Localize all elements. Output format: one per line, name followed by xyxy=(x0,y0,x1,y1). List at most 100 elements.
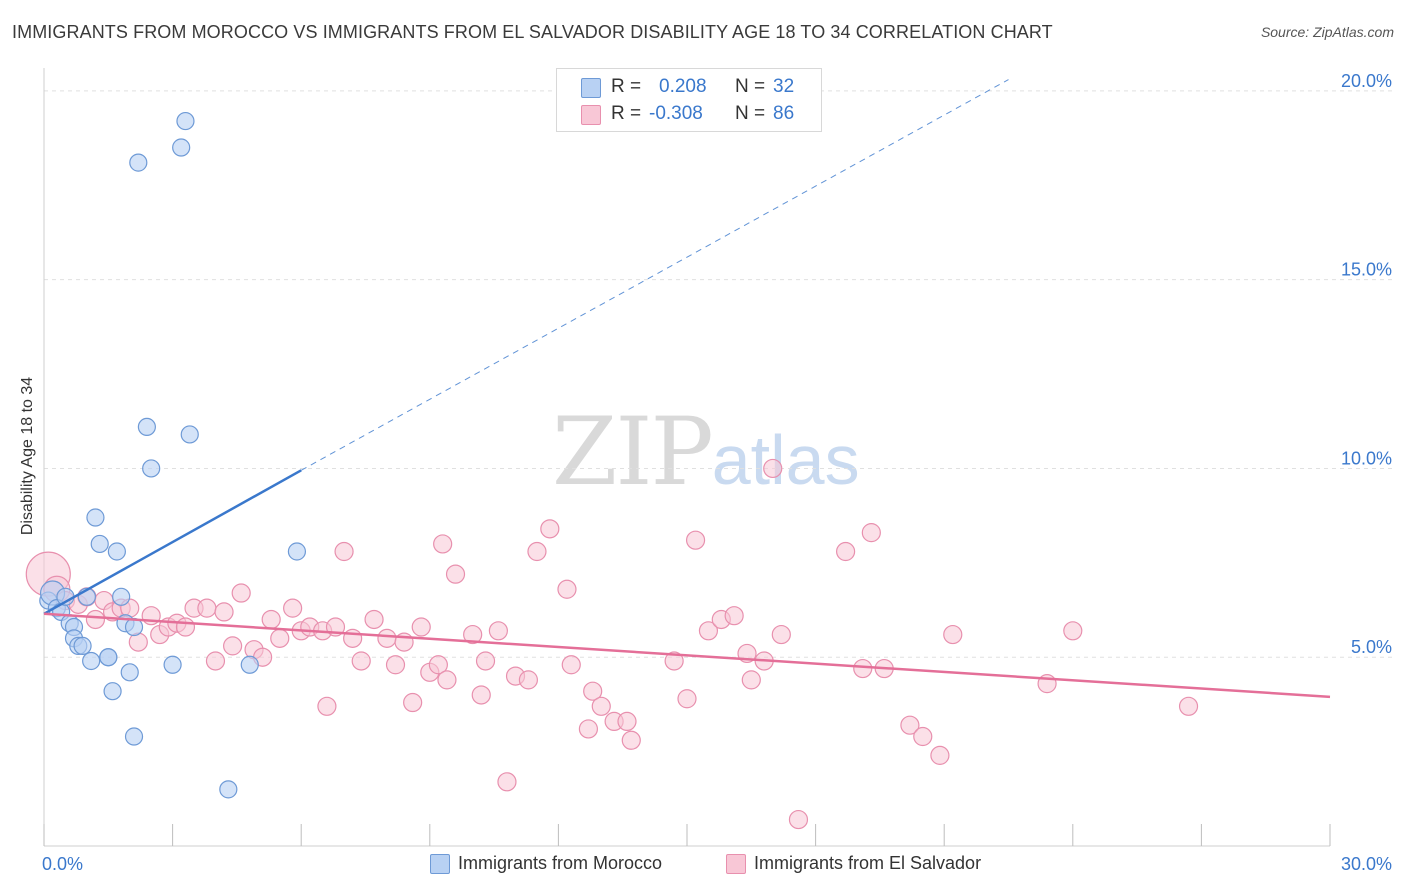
trend-lines xyxy=(43,79,1331,699)
el-salvador-point xyxy=(433,534,453,554)
morocco-point xyxy=(124,727,144,746)
source-attribution: Source: ZipAtlas.com xyxy=(1260,24,1394,40)
el-salvador-point xyxy=(214,602,234,622)
el-salvador-point xyxy=(771,624,791,645)
el-salvador-point xyxy=(861,523,881,543)
el-salvador-point xyxy=(223,636,243,656)
el-salvador-point xyxy=(334,541,354,562)
el-salvador-n-value: 86 xyxy=(773,103,795,124)
el-salvador-point xyxy=(471,685,491,705)
morocco-trend-extension xyxy=(300,79,1009,471)
morocco-point xyxy=(82,651,101,671)
morocco-point xyxy=(90,534,109,554)
el-salvador-point xyxy=(317,696,337,716)
el-salvador-point xyxy=(664,651,684,671)
morocco-points xyxy=(39,111,307,799)
y-tick-label-20: 20.0% xyxy=(1341,71,1392,91)
el-salvador-point xyxy=(677,689,697,709)
el-salvador-point xyxy=(463,624,483,645)
morocco-point xyxy=(172,138,191,157)
el-salvador-point xyxy=(175,617,196,637)
el-salvador-point xyxy=(913,726,933,747)
el-salvador-point xyxy=(1178,696,1199,716)
morocco-point xyxy=(176,111,195,131)
morocco-point xyxy=(120,663,139,682)
el-salvador-point xyxy=(343,628,363,648)
el-salvador-swatch xyxy=(581,105,601,125)
morocco-point xyxy=(86,508,105,527)
el-salvador-point xyxy=(261,609,281,630)
el-salvador-point xyxy=(943,624,963,645)
el-salvador-n-label: N = xyxy=(735,103,766,124)
morocco-point xyxy=(73,636,92,655)
el-salvador-point xyxy=(557,579,577,599)
morocco-point xyxy=(112,587,131,606)
el-salvador-point xyxy=(591,696,611,716)
el-salvador-point xyxy=(836,541,856,562)
el-salvador-point xyxy=(351,651,371,671)
morocco-point xyxy=(287,542,307,561)
morocco-point xyxy=(103,682,122,701)
morocco-r-label: R = xyxy=(611,76,642,97)
el-salvador-point xyxy=(231,583,251,603)
el-salvador-point xyxy=(488,621,508,641)
el-salvador-point xyxy=(900,715,920,735)
morocco-r-value: 0.208 xyxy=(659,76,707,97)
watermark-atlas: atlas xyxy=(711,421,860,499)
el-salvador-r-value: -0.308 xyxy=(649,103,703,124)
el-salvador-point xyxy=(621,730,641,750)
el-salvador-point xyxy=(411,617,431,637)
el-salvador-point xyxy=(437,670,457,690)
el-salvador-point xyxy=(763,458,783,479)
el-salvador-point xyxy=(617,711,637,732)
morocco-n-value: 32 xyxy=(773,76,795,97)
el-salvador-point xyxy=(685,530,706,550)
el-salvador-r-label: R = xyxy=(611,103,642,124)
el-salvador-point xyxy=(377,628,397,648)
morocco-point xyxy=(137,417,156,437)
el-salvador-point xyxy=(540,519,560,539)
morocco-point xyxy=(99,648,118,667)
morocco-point xyxy=(163,655,182,674)
tick-labels: 5.0% 10.0% 15.0% 20.0% 0.0% 30.0% xyxy=(42,71,1392,874)
el-salvador-point xyxy=(527,541,547,562)
axes xyxy=(43,68,1331,847)
watermark: ZIPatlas xyxy=(552,405,860,500)
morocco-point xyxy=(107,542,126,561)
el-salvador-point xyxy=(853,658,873,679)
x-tick-label-0: 0.0% xyxy=(42,854,83,874)
grid-lines xyxy=(44,90,1392,658)
el-salvador-point xyxy=(724,606,744,626)
el-salvador-point xyxy=(741,670,761,690)
el-salvador-point xyxy=(497,772,517,792)
correlation-legend: R = 0.208 N = 32 R = -0.308 N = 86 xyxy=(556,68,822,132)
y-tick-label-15: 15.0% xyxy=(1341,260,1392,280)
morocco-n-label: N = xyxy=(735,76,766,97)
morocco-point xyxy=(240,655,259,674)
el-salvador-point xyxy=(578,719,599,739)
el-salvador-point xyxy=(1063,621,1083,641)
el-salvador-points xyxy=(25,458,1199,830)
el-salvador-trend-line xyxy=(43,612,1331,699)
morocco-point xyxy=(219,780,238,799)
el-salvador-point xyxy=(85,609,106,630)
el-salvador-point xyxy=(445,564,466,584)
el-salvador-point xyxy=(518,670,538,690)
el-salvador-point xyxy=(930,745,950,765)
morocco-trend-line xyxy=(43,469,302,615)
y-tick-label-10: 10.0% xyxy=(1341,448,1392,468)
bottom-morocco-label: Immigrants from Morocco xyxy=(458,853,663,873)
el-salvador-point xyxy=(788,809,809,830)
el-salvador-point xyxy=(205,651,226,671)
chart-title: IMMIGRANTS FROM MOROCCO VS IMMIGRANTS FR… xyxy=(12,22,1053,42)
morocco-point xyxy=(129,153,148,172)
watermark-zip: ZIP xyxy=(552,398,714,507)
el-salvador-point xyxy=(270,628,290,648)
bottom-el-salvador-label: Immigrants from El Salvador xyxy=(754,853,982,873)
morocco-point xyxy=(180,425,199,444)
el-salvador-point xyxy=(364,609,384,630)
morocco-swatch xyxy=(581,78,601,98)
el-salvador-point xyxy=(428,655,448,675)
el-salvador-point xyxy=(385,655,406,675)
